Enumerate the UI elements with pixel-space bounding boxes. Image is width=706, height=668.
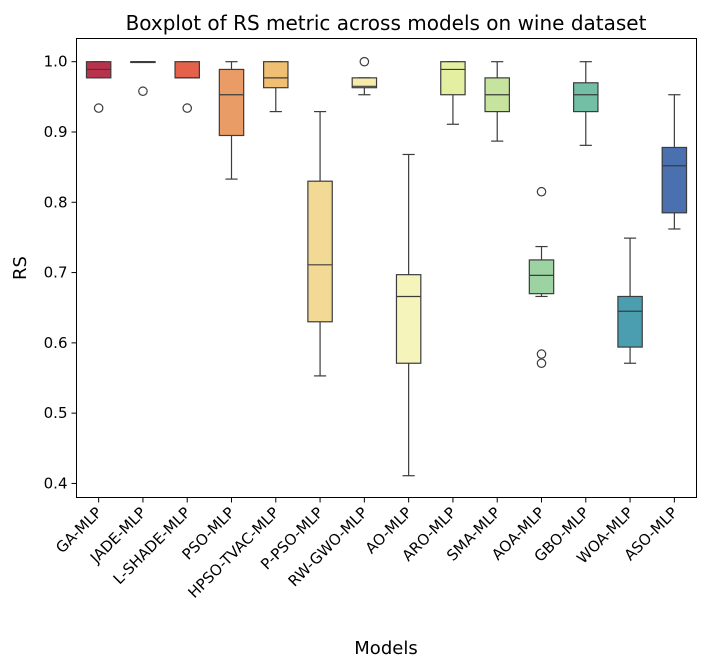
y-axis-label: RS bbox=[10, 256, 31, 280]
iqr-box bbox=[263, 61, 289, 89]
y-tick-label: 0.7 bbox=[44, 264, 68, 282]
boxes-layer bbox=[85, 56, 688, 477]
box-ga-mlp bbox=[85, 61, 112, 113]
box-rw-gwo-mlp bbox=[351, 56, 378, 96]
y-tick-label: 0.9 bbox=[44, 123, 68, 141]
iqr-box bbox=[395, 274, 422, 364]
y-tick-label: 0.5 bbox=[44, 404, 68, 422]
outlier-point bbox=[93, 103, 104, 113]
y-tick-label: 0.4 bbox=[44, 474, 68, 492]
box-woa-mlp bbox=[617, 237, 643, 364]
iqr-box bbox=[440, 61, 466, 96]
iqr-box bbox=[218, 68, 245, 137]
y-tick-label: 1.0 bbox=[44, 53, 68, 71]
box-aoa-mlp bbox=[528, 186, 555, 369]
outlier-point bbox=[359, 56, 370, 67]
iqr-box bbox=[661, 146, 688, 214]
iqr-box bbox=[351, 77, 378, 89]
box-gbo-mlp bbox=[573, 61, 599, 146]
box-aro-mlp bbox=[440, 61, 466, 125]
outlier-point bbox=[138, 86, 148, 97]
iqr-box bbox=[174, 61, 200, 79]
outlier-point bbox=[536, 349, 547, 359]
x-axis-label: Models bbox=[354, 638, 417, 659]
x-tick-label: L-SHADE-MLP bbox=[110, 504, 194, 588]
iqr-box bbox=[617, 295, 643, 348]
box-aso-mlp bbox=[661, 94, 688, 230]
box-p-pso-mlp bbox=[307, 111, 333, 377]
y-tick-label: 0.8 bbox=[44, 193, 68, 211]
box-pso-mlp bbox=[218, 61, 245, 180]
box-jade-mlp bbox=[130, 61, 156, 97]
chart-title: Boxplot of RS metric across models on wi… bbox=[126, 11, 647, 35]
box-sma-mlp bbox=[484, 61, 510, 142]
outlier-point bbox=[536, 358, 547, 369]
outlier-point bbox=[536, 186, 547, 197]
box-hpso-tvac-mlp bbox=[263, 61, 289, 113]
iqr-box bbox=[307, 180, 333, 323]
y-axis: 0.4 0.5 0.6 0.7 0.8 0.9 1.0 bbox=[44, 53, 77, 492]
x-axis: GA-MLPJADE-MLPL-SHADE-MLPPSO-MLPHPSO-TVA… bbox=[52, 497, 681, 602]
x-tick-label: RW-GWO-MLP bbox=[285, 504, 372, 591]
y-tick-label: 0.6 bbox=[44, 334, 68, 352]
outlier-point bbox=[182, 103, 193, 113]
iqr-box bbox=[573, 82, 599, 113]
box-l-shade-mlp bbox=[174, 61, 200, 113]
iqr-box bbox=[528, 259, 555, 295]
plot-frame bbox=[76, 38, 697, 498]
box-ao-mlp bbox=[395, 153, 422, 477]
